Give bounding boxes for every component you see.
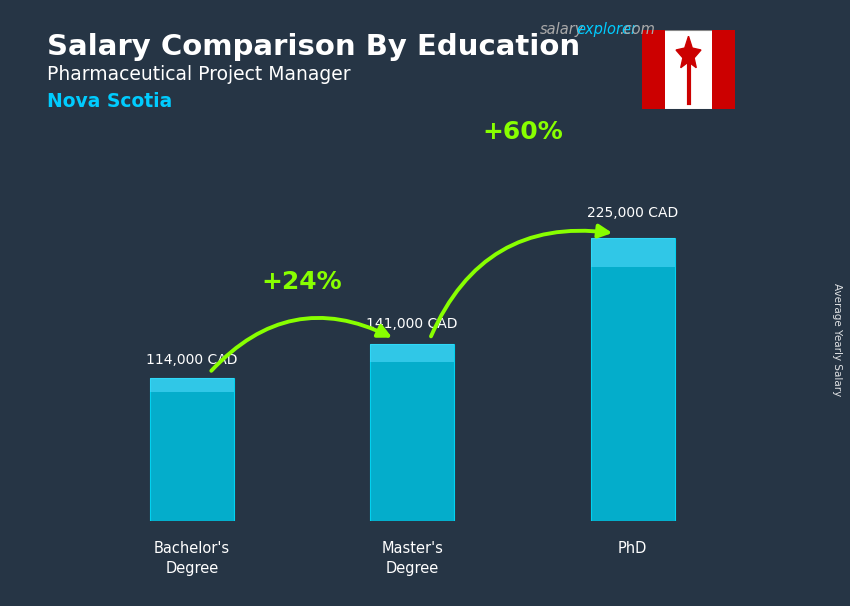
Text: Pharmaceutical Project Manager: Pharmaceutical Project Manager xyxy=(47,65,350,84)
Text: explorer: explorer xyxy=(576,22,638,38)
Text: Nova Scotia: Nova Scotia xyxy=(47,92,172,111)
FancyArrowPatch shape xyxy=(212,318,388,371)
Bar xyxy=(371,344,454,521)
Text: +24%: +24% xyxy=(262,270,343,294)
Text: salary: salary xyxy=(540,22,584,38)
Bar xyxy=(711,30,735,109)
Bar xyxy=(150,378,234,392)
Bar xyxy=(371,344,454,362)
Bar xyxy=(591,238,675,521)
Bar xyxy=(642,30,665,109)
Text: Bachelor's
Degree: Bachelor's Degree xyxy=(154,541,230,576)
Text: 225,000 CAD: 225,000 CAD xyxy=(587,207,678,221)
Text: Salary Comparison By Education: Salary Comparison By Education xyxy=(47,33,580,61)
Text: Average Yearly Salary: Average Yearly Salary xyxy=(832,283,842,396)
Text: Master's
Degree: Master's Degree xyxy=(382,541,443,576)
Text: PhD: PhD xyxy=(618,541,648,556)
Text: .com: .com xyxy=(619,22,654,38)
Text: 141,000 CAD: 141,000 CAD xyxy=(366,318,458,331)
Bar xyxy=(591,238,675,267)
Text: 114,000 CAD: 114,000 CAD xyxy=(146,353,237,367)
Text: +60%: +60% xyxy=(482,119,563,144)
Bar xyxy=(150,378,234,521)
FancyArrowPatch shape xyxy=(431,225,608,336)
Polygon shape xyxy=(676,36,701,68)
